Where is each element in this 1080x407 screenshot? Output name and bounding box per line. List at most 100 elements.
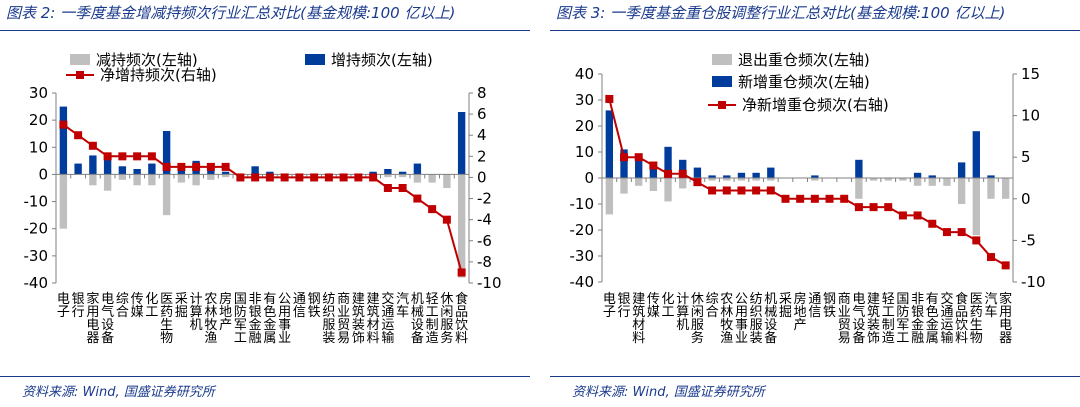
category-label: 化工 bbox=[662, 292, 675, 320]
category-char: 金 bbox=[911, 317, 924, 333]
increase-bar bbox=[723, 175, 731, 178]
increase-bar bbox=[987, 175, 995, 178]
net-marker bbox=[413, 194, 422, 203]
increase-bar bbox=[59, 106, 68, 175]
category-label: 房地产 bbox=[219, 291, 232, 333]
chart-2-source: 资料来源: Wind, 国盛证券研究所 bbox=[572, 385, 765, 400]
increase-bar bbox=[811, 175, 819, 178]
category-char: 气 bbox=[852, 304, 865, 320]
category-char: 通 bbox=[381, 305, 394, 320]
net-marker bbox=[884, 203, 893, 212]
category-char: 金 bbox=[263, 317, 276, 333]
category-char: 饮 bbox=[955, 318, 968, 333]
chart-1-plot: -40-30-20-100102030-10-8-6-4-202468电子银行家… bbox=[24, 51, 502, 346]
category-char: 设 bbox=[764, 318, 777, 333]
category-char: 装 bbox=[352, 318, 365, 333]
increase-bar bbox=[928, 175, 936, 178]
increase-bar bbox=[752, 172, 760, 178]
category-char: 商 bbox=[838, 292, 851, 307]
right-tick-label: 8 bbox=[477, 84, 487, 102]
category-char: 地 bbox=[794, 305, 807, 320]
legend-increase-label: 新增重仓频次(左轴) bbox=[738, 73, 870, 91]
category-char: 制 bbox=[882, 318, 895, 333]
category-char: 军 bbox=[234, 318, 247, 333]
category-char: 休 bbox=[440, 292, 453, 307]
right-tick-label: -10 bbox=[477, 274, 502, 292]
category-char: 生 bbox=[970, 318, 983, 333]
increase-bar bbox=[767, 167, 775, 178]
legend-reduce-label: 减持频次(左轴) bbox=[96, 51, 198, 69]
increase-bar bbox=[708, 175, 716, 178]
chart-1-title: 图表 2: 一季度基金增减持频次行业汇总对比(基金规模:100 亿以上) bbox=[6, 4, 456, 22]
category-char: 产 bbox=[794, 318, 807, 333]
net-marker bbox=[605, 94, 614, 103]
category-char: 建 bbox=[632, 292, 645, 307]
category-char: 渔 bbox=[720, 331, 733, 346]
net-marker bbox=[442, 215, 451, 224]
net-marker bbox=[649, 161, 658, 170]
left-tick-label: 0 bbox=[38, 165, 48, 183]
category-char: 材 bbox=[632, 318, 645, 333]
category-char: 物 bbox=[970, 331, 983, 346]
category-char: 电 bbox=[999, 318, 1012, 333]
net-marker bbox=[133, 152, 142, 161]
reduce-bar bbox=[987, 178, 995, 199]
category-char: 用 bbox=[735, 305, 748, 320]
increase-bar bbox=[369, 171, 377, 175]
category-char: 备 bbox=[764, 330, 777, 346]
reduce-bar bbox=[384, 174, 392, 178]
category-char: 食 bbox=[955, 291, 968, 307]
category-char: 化 bbox=[662, 292, 675, 307]
increase-bar bbox=[133, 169, 141, 175]
category-char: 行 bbox=[618, 305, 631, 320]
category-char: 属 bbox=[926, 331, 939, 346]
legend-reduce-label: 退出重仓频次(左轴) bbox=[738, 51, 870, 69]
right-tick-label: -8 bbox=[477, 253, 492, 271]
category-char: 贸 bbox=[337, 318, 350, 333]
category-char: 铁 bbox=[823, 305, 836, 320]
category-label: 采掘 bbox=[175, 292, 188, 320]
category-char: 通 bbox=[808, 292, 821, 307]
net-marker bbox=[221, 162, 230, 171]
net-marker bbox=[236, 173, 245, 182]
category-char: 林 bbox=[204, 305, 217, 320]
category-char: 车 bbox=[984, 304, 997, 320]
left-tick-label: 20 bbox=[29, 111, 48, 129]
category-label: 房地产 bbox=[794, 291, 807, 333]
category-char: 铁 bbox=[308, 305, 321, 320]
net-marker bbox=[383, 184, 392, 192]
category-char: 家 bbox=[86, 291, 99, 307]
reduce-bar bbox=[118, 174, 127, 180]
category-char: 采 bbox=[779, 292, 792, 307]
category-char: 设 bbox=[101, 318, 114, 333]
category-char: 合 bbox=[116, 305, 129, 320]
increase-bar bbox=[221, 171, 230, 175]
category-char: 掘 bbox=[779, 305, 792, 320]
category-label: 化工 bbox=[145, 292, 158, 320]
right-tick-label: 0 bbox=[477, 168, 487, 186]
category-char: 工 bbox=[426, 305, 439, 320]
right-tick-label: 5 bbox=[1021, 148, 1031, 166]
legend-increase-swatch bbox=[305, 54, 325, 65]
left-tick-label: -20 bbox=[24, 220, 49, 238]
category-char: 器 bbox=[86, 331, 99, 346]
left-tick-label: -30 bbox=[570, 247, 595, 265]
category-char: 机 bbox=[411, 292, 424, 307]
left-tick-label: -20 bbox=[570, 221, 595, 239]
category-char: 织 bbox=[322, 305, 335, 320]
category-char: 交 bbox=[940, 291, 953, 307]
increase-bar bbox=[679, 159, 687, 178]
reduce-bar bbox=[767, 178, 775, 181]
category-char: 休 bbox=[691, 292, 704, 307]
category-char: 车 bbox=[396, 304, 409, 320]
category-char: 农 bbox=[204, 292, 217, 307]
category-label: 电子 bbox=[57, 292, 70, 320]
category-char: 汽 bbox=[984, 292, 997, 307]
reduce-bar bbox=[207, 174, 215, 180]
category-char: 药 bbox=[970, 305, 983, 320]
category-char: 农 bbox=[720, 292, 733, 307]
